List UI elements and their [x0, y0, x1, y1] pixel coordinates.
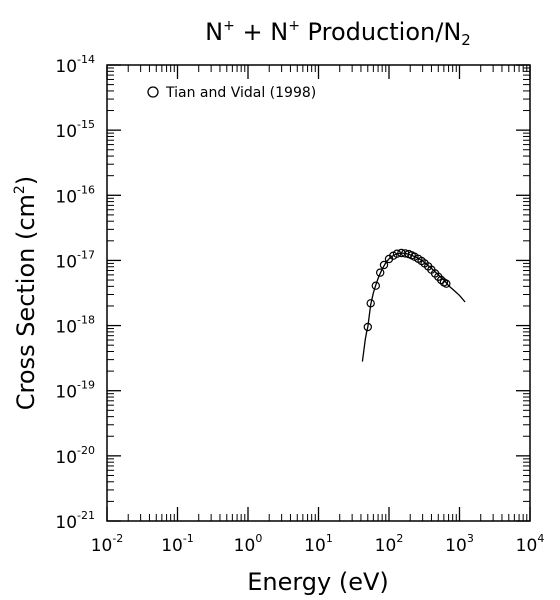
legend-label: Tian and Vidal (1998) — [165, 85, 316, 101]
y-tick-label: 10-14 — [55, 53, 95, 77]
series-layer — [361, 248, 466, 362]
x-tick-label: 104 — [516, 532, 545, 556]
x-tick-label: 102 — [375, 532, 404, 556]
plot-area: 10-2 10-1 100 101 102 103 104 10-14 10-15 10-16 10… — [55, 53, 544, 556]
title-superscript-1: + — [223, 18, 235, 34]
data-point — [379, 260, 389, 270]
data-point — [442, 279, 451, 288]
y-tick-label: 10-15 — [55, 118, 95, 142]
x-tick-label: 103 — [445, 532, 474, 556]
data-point — [376, 268, 385, 277]
x-tick-label: 10-2 — [91, 532, 124, 556]
y-tick-label: 10-20 — [55, 444, 95, 468]
legend: Tian and Vidal (1998) — [147, 85, 316, 101]
data-point — [371, 281, 380, 290]
y-axis-label: Cross Section (cm2) — [12, 176, 40, 410]
y-tick-label: 10-18 — [55, 314, 95, 338]
tick-labels: 10-2 10-1 100 101 102 103 104 10-14 10-15 10-16 10… — [55, 53, 544, 556]
y-tick-label: 10-17 — [55, 248, 95, 272]
x-tick-label: 10-1 — [161, 532, 194, 556]
y-axis-label-superscript: 2 — [12, 185, 28, 194]
x-tick-label: 101 — [304, 532, 333, 556]
chart-title: N+ + N+ Production/N2 — [205, 18, 471, 49]
y-tick-label: 10-16 — [55, 183, 95, 207]
axis-ticks — [106, 64, 531, 522]
fit-curve — [361, 252, 466, 362]
plot-frame — [106, 64, 531, 522]
title-superscript-2: + — [288, 18, 300, 34]
x-tick-label: 100 — [234, 532, 263, 556]
x-axis-label: Energy (eV) — [247, 568, 389, 596]
legend-marker — [147, 86, 159, 98]
title-subscript: 2 — [461, 31, 471, 49]
y-tick-label: 10-21 — [55, 509, 95, 533]
y-tick-label: 10-19 — [55, 379, 95, 403]
